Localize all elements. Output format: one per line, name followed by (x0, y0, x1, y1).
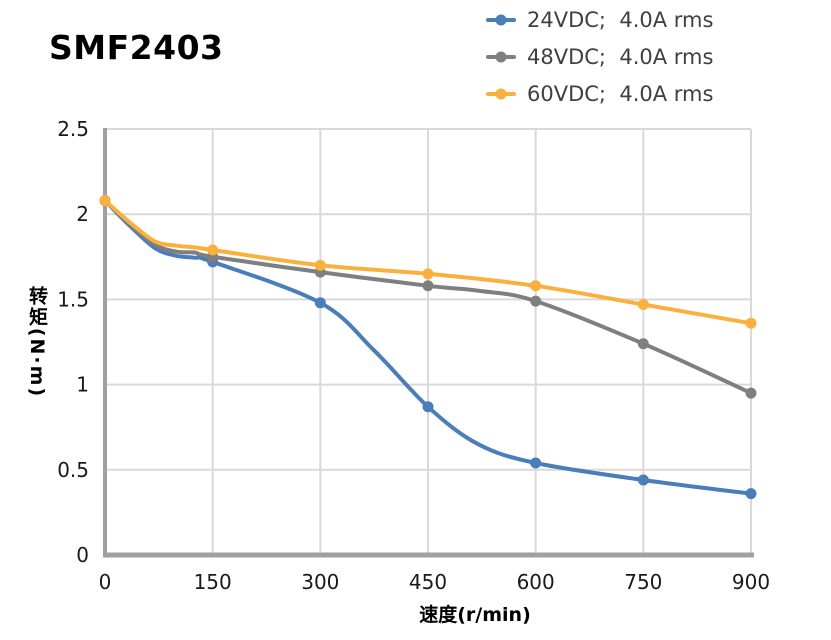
legend-marker-48vdc-icon (486, 55, 516, 59)
series-marker-2 (745, 317, 757, 329)
series-marker-1 (745, 387, 757, 399)
legend-item-48vdc: 48VDC; 4.0A rms (486, 41, 713, 73)
x-tick-label: 0 (99, 570, 112, 594)
series-marker-1 (530, 295, 542, 307)
series-marker-2 (637, 299, 649, 311)
legend-item-24vdc: 24VDC; 4.0A rms (486, 4, 713, 36)
legend-marker-60vdc-icon (486, 92, 516, 96)
x-tick-label: 600 (517, 570, 555, 594)
x-tick-label: 900 (732, 570, 770, 594)
x-tick-label: 750 (624, 570, 662, 594)
y-tick-label: 0.5 (57, 458, 89, 482)
y-tick-label: 0 (76, 543, 89, 567)
legend-label-48vdc: 48VDC; 4.0A rms (527, 45, 714, 69)
series-marker-2 (314, 259, 326, 271)
legend: 24VDC; 4.0A rms 48VDC; 4.0A rms 60VDC; 4… (486, 4, 713, 115)
legend-item-60vdc: 60VDC; 4.0A rms (486, 78, 713, 110)
series-marker-2 (530, 280, 542, 292)
y-tick-label: 1 (76, 373, 89, 397)
x-tick-label: 450 (409, 570, 447, 594)
series-marker-0 (745, 488, 757, 500)
series-curve-2 (103, 198, 753, 326)
series-curve-0 (103, 198, 753, 496)
series-marker-2 (207, 244, 219, 256)
series-marker-0 (422, 401, 434, 413)
legend-marker-24vdc-icon (486, 18, 516, 22)
chart-title: SMF2403 (49, 28, 224, 67)
series-marker-1 (422, 280, 434, 292)
series-marker-1 (637, 338, 649, 350)
series-marker-0 (314, 297, 326, 309)
y-axis-label: 转矩(N·m) (26, 285, 48, 399)
y-tick-label: 2 (76, 202, 89, 226)
x-tick-label: 150 (194, 570, 232, 594)
legend-label-60vdc: 60VDC; 4.0A rms (527, 82, 714, 106)
series-marker-2 (99, 195, 111, 207)
series-marker-0 (637, 474, 649, 486)
y-tick-label: 2.5 (57, 117, 89, 141)
series-marker-0 (530, 457, 542, 469)
x-tick-label: 300 (301, 570, 339, 594)
x-axis-label: 速度(r/min) (419, 604, 531, 626)
series-marker-2 (422, 268, 434, 280)
y-tick-label: 1.5 (57, 287, 89, 311)
series-curve-1 (103, 198, 753, 396)
legend-label-24vdc: 24VDC; 4.0A rms (527, 8, 714, 32)
